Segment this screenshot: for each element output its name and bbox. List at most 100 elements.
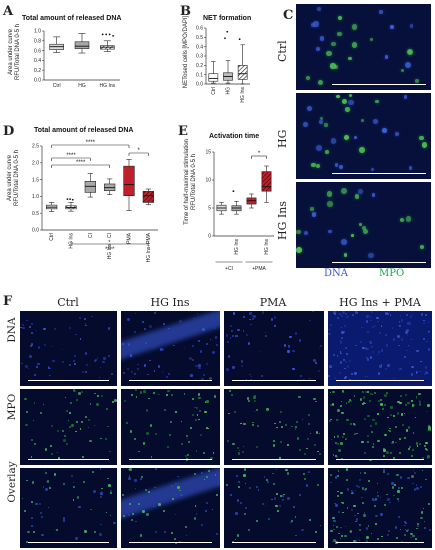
cell-nucleus — [405, 61, 412, 68]
cell-dot — [369, 393, 372, 396]
cell-dot — [62, 517, 66, 520]
cell-dot — [167, 389, 170, 393]
cell-dot — [336, 434, 340, 438]
cell-nucleus — [379, 9, 384, 14]
cell-dot — [266, 478, 269, 481]
cell-dot — [355, 540, 357, 542]
panel-c-row-ctrl: Ctrl — [276, 40, 289, 62]
cell-dot — [83, 317, 86, 320]
cell-dot — [351, 373, 353, 375]
cell-dot — [344, 325, 347, 328]
cell-dot — [303, 452, 306, 455]
cell-dot — [354, 344, 357, 347]
cell-dot — [265, 408, 269, 412]
cell-dot — [152, 505, 155, 508]
cell-dot — [209, 377, 212, 380]
cell-dot — [50, 453, 53, 456]
cell-dot — [391, 482, 394, 485]
cell-dot — [316, 483, 320, 486]
cell-dot — [426, 371, 429, 374]
cell-dot — [367, 414, 371, 418]
cell-dot — [422, 456, 425, 459]
cell-dot — [157, 365, 161, 368]
cell-dot — [329, 324, 332, 326]
cell-dot — [159, 348, 163, 351]
cell-dot — [428, 425, 431, 429]
cell-dot — [420, 486, 422, 488]
y-tick-label: 0.2 — [196, 63, 203, 69]
cell-dot — [413, 471, 416, 474]
cell-dot — [193, 517, 197, 521]
cell-dot — [101, 395, 104, 398]
cell-dot — [163, 531, 166, 534]
cell-dot — [213, 395, 217, 398]
cell-dot — [29, 325, 32, 328]
cell-dot — [62, 361, 65, 363]
scale-bar — [336, 541, 424, 543]
cell-dot — [134, 438, 136, 440]
cell-dot — [72, 389, 76, 392]
cell-dot — [290, 521, 292, 523]
cell-dot — [376, 316, 379, 320]
cell-dot — [294, 516, 297, 518]
cell-dot — [406, 334, 409, 337]
cell-dot — [235, 512, 238, 515]
panel-d-chart: 0.0 0.5 1.0 1.5 2.0 2.5 Ctrl HG Ins CI HG Ins + C… — [32, 140, 158, 262]
cell-dot — [412, 534, 415, 538]
x-tick-label: HG — [78, 83, 86, 89]
cell-nucleus — [311, 162, 316, 168]
panel-label-d: D — [3, 124, 15, 139]
cell-dot — [140, 478, 142, 480]
cell-dot — [209, 456, 213, 460]
cell-dot — [242, 451, 245, 454]
cell-dot — [427, 502, 431, 506]
cell-dot — [381, 535, 384, 538]
cell-dot — [425, 370, 428, 374]
cell-dot — [409, 315, 413, 318]
cell-dot — [309, 377, 311, 380]
cell-dot — [282, 495, 284, 497]
cell-dot — [33, 402, 36, 404]
cell-dot — [242, 316, 245, 319]
cell-dot — [63, 434, 66, 437]
cell-dot — [423, 372, 427, 376]
cell-dot — [299, 493, 302, 496]
cell-dot — [349, 530, 353, 534]
cell-dot — [215, 493, 219, 496]
cell-dot — [270, 318, 274, 321]
x-tick-label: HG Ins — [264, 239, 270, 255]
cell-dot — [85, 324, 87, 327]
cell-dot — [250, 375, 253, 378]
cell-dot — [83, 529, 87, 533]
cell-dot — [370, 319, 373, 322]
cell-dot — [319, 524, 321, 527]
cell-dot — [428, 321, 430, 324]
cell-dot — [387, 364, 390, 367]
cell-dot — [186, 434, 189, 437]
cell-dot — [276, 426, 278, 429]
cell-dot — [343, 433, 346, 436]
cell-nucleus — [359, 147, 365, 154]
cell-dot — [99, 468, 102, 470]
scale-bar — [27, 541, 110, 543]
cell-dot — [343, 377, 346, 379]
cell-dot — [227, 440, 229, 442]
cell-nucleus — [335, 94, 340, 99]
x-tick-label: HG Ins + CI — [107, 233, 113, 259]
y-tick-label: 0.1 — [196, 72, 203, 78]
cell-dot — [420, 312, 424, 316]
significance-marker: **** — [66, 153, 76, 159]
group-label: +PMA — [252, 266, 266, 272]
cell-dot — [232, 442, 235, 446]
cell-dot — [149, 424, 152, 427]
cell-dot — [334, 502, 336, 505]
cell-dot — [375, 514, 378, 518]
cell-dot — [412, 432, 415, 434]
cell-dot — [364, 417, 367, 420]
cell-dot — [380, 349, 383, 352]
cell-nucleus — [327, 191, 333, 197]
cell-dot — [420, 360, 422, 363]
cell-dot — [138, 450, 140, 453]
cell-dot — [65, 443, 68, 445]
panel-a-ylabel: Area under curve RFU/Total DNA 0-5 h — [8, 23, 21, 81]
